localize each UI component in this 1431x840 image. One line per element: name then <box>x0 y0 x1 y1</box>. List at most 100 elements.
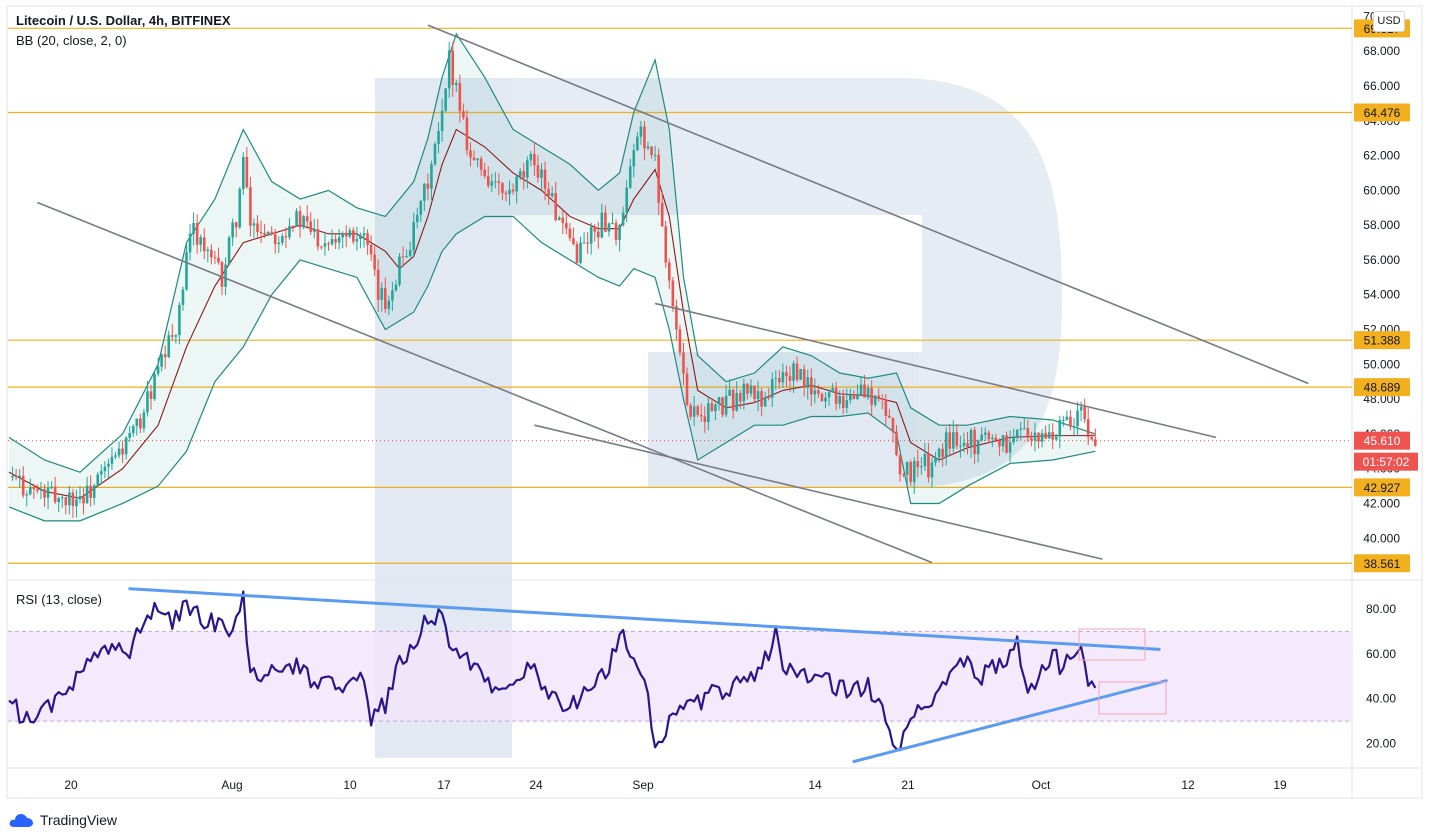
candle <box>724 384 728 418</box>
rsi-trendline[interactable] <box>852 679 1168 764</box>
level-price-tag-bg <box>1354 478 1410 497</box>
candle-body <box>174 335 178 337</box>
candle <box>1058 415 1062 449</box>
candle-body <box>348 230 352 237</box>
candle-body <box>966 442 969 447</box>
candle-body <box>210 249 213 258</box>
candle-body <box>494 181 497 183</box>
price-trendline[interactable] <box>37 201 933 564</box>
candle-body <box>334 239 337 243</box>
candle <box>344 225 348 248</box>
level-price-tag: 38.561 <box>1354 554 1410 573</box>
candle <box>827 389 831 406</box>
candle-body <box>852 394 856 400</box>
candle-body <box>1054 436 1058 440</box>
candle <box>607 222 611 237</box>
time-axis-label: 12 <box>1181 778 1195 792</box>
candle <box>117 441 121 459</box>
candle <box>806 369 810 400</box>
candle <box>210 244 213 265</box>
candle-body <box>987 432 991 440</box>
candle <box>621 206 625 227</box>
candle <box>987 430 991 444</box>
candle-body <box>391 290 394 301</box>
candle-body <box>373 254 376 270</box>
candle-body <box>763 397 767 407</box>
candle-body <box>518 171 522 177</box>
candle-body <box>572 238 575 245</box>
candle-body <box>593 226 597 232</box>
rsi-highlight-box <box>1098 681 1167 715</box>
candle <box>295 208 298 227</box>
candle <box>369 235 373 261</box>
candle <box>494 172 497 189</box>
candle-body <box>877 395 881 399</box>
candle-body <box>873 395 877 405</box>
candle <box>75 489 78 518</box>
time-axis-label: 21 <box>901 778 915 792</box>
candle <box>781 363 785 388</box>
candle <box>419 200 423 223</box>
candle <box>863 374 866 398</box>
candle-body <box>156 366 160 374</box>
price-trendline[interactable] <box>534 424 1103 560</box>
candle-body <box>1090 437 1094 440</box>
candle-body <box>64 497 68 506</box>
candle-body <box>504 192 508 195</box>
candle-body <box>160 354 163 367</box>
candle-body <box>565 222 568 229</box>
candle <box>916 449 920 478</box>
candle-body <box>937 448 941 458</box>
time-axis-label: 20 <box>64 778 78 792</box>
candle <box>849 388 852 404</box>
candle-body <box>227 237 231 265</box>
candle-body <box>163 354 167 358</box>
candle-body <box>870 388 873 405</box>
candle <box>323 231 327 256</box>
rsi-trendline[interactable] <box>128 587 1161 651</box>
candle-body <box>281 236 284 243</box>
candle-body <box>724 395 728 415</box>
price-axis-label: 60.000 <box>1363 183 1400 197</box>
price-trendline[interactable] <box>427 24 1309 385</box>
candle-body <box>298 211 302 228</box>
candle <box>845 388 849 414</box>
candle <box>824 392 827 409</box>
candle <box>447 41 451 98</box>
candle <box>589 222 593 255</box>
candle-body <box>18 475 21 478</box>
candle-body <box>78 496 82 500</box>
candle-body <box>884 399 888 416</box>
candle-body <box>380 287 384 300</box>
candle-body <box>838 396 841 404</box>
candle <box>167 330 171 358</box>
candle <box>245 146 249 189</box>
candle <box>778 370 781 389</box>
candle <box>550 186 554 199</box>
candle-body <box>898 454 902 475</box>
candle <box>398 252 401 287</box>
candle-body <box>85 485 89 504</box>
candle-body <box>731 389 735 411</box>
candle-body <box>142 412 146 429</box>
candle-body <box>692 406 696 417</box>
candle <box>103 461 107 479</box>
candle-body <box>888 415 891 418</box>
bollinger-indicator-label[interactable]: BB (20, close, 2, 0) <box>16 33 127 48</box>
candle <box>575 241 579 265</box>
price-trendline[interactable] <box>654 302 1217 439</box>
candle <box>518 167 522 181</box>
candle <box>1008 430 1012 462</box>
tradingview-brand[interactable]: TradingView <box>8 810 117 830</box>
candle <box>710 397 714 412</box>
candle-body <box>1012 436 1015 443</box>
candle-body <box>447 50 451 89</box>
time-axis-label: 19 <box>1273 778 1287 792</box>
candle-body <box>259 232 263 234</box>
candle-body <box>50 486 53 488</box>
candle-body <box>167 335 171 358</box>
rsi-indicator-label[interactable]: RSI (13, close) <box>16 592 102 607</box>
candle <box>909 459 912 486</box>
candle <box>859 376 863 396</box>
currency-button[interactable]: USD <box>1373 11 1405 32</box>
